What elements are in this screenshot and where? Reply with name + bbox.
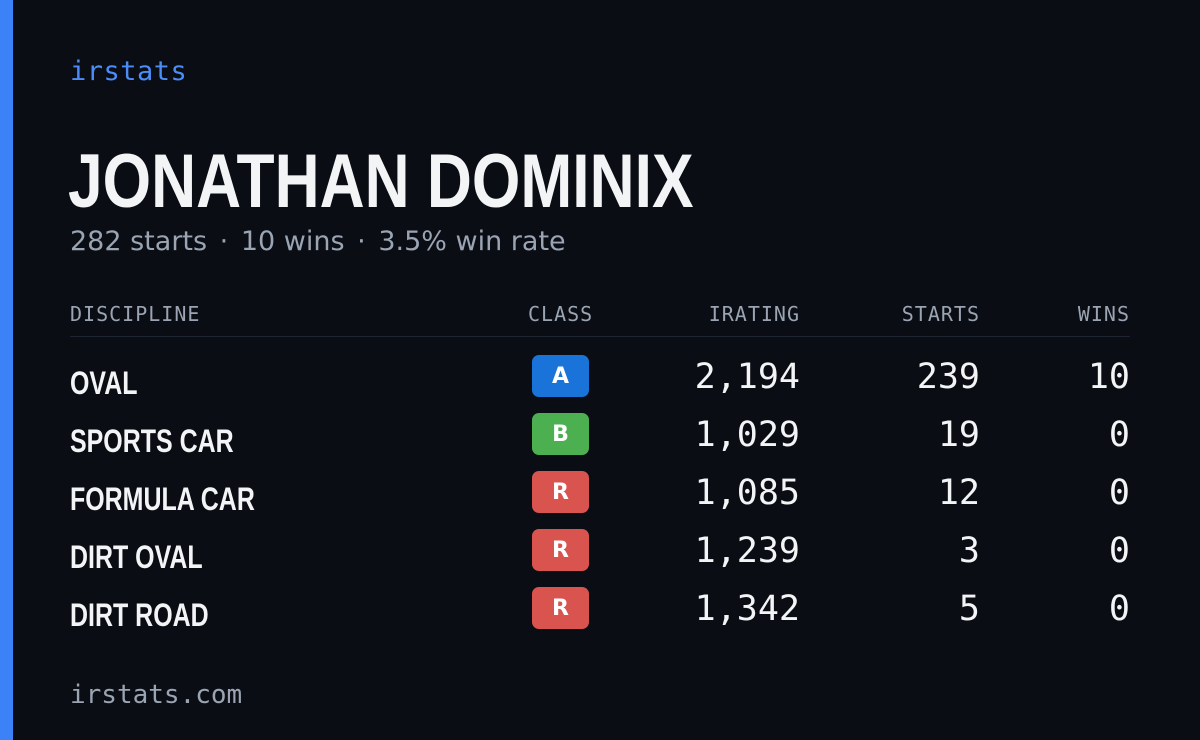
footer-url[interactable]: irstats.com xyxy=(70,680,243,710)
class-badge: A xyxy=(532,355,589,397)
class-badge: B xyxy=(532,413,589,455)
table-row: OVAL A 2,194 239 10 xyxy=(70,353,1130,411)
table-row: DIRT ROAD R 1,342 5 0 xyxy=(70,585,1130,643)
discipline-stats-table: DISCIPLINE CLASS IRATING STARTS WINS OVA… xyxy=(70,296,1130,643)
discipline-name: SPORTS CAR xyxy=(70,423,234,459)
summary-win-rate: 3.5% win rate xyxy=(378,226,566,257)
summary-starts: 282 starts xyxy=(70,226,208,257)
driver-name: JONATHAN DOMINIX xyxy=(68,139,694,224)
starts-value: 3 xyxy=(958,531,980,571)
header-irating: IRATING xyxy=(708,302,800,326)
discipline-name: OVAL xyxy=(70,365,138,401)
table-header: DISCIPLINE CLASS IRATING STARTS WINS xyxy=(70,296,1130,337)
header-class: CLASS xyxy=(528,302,594,326)
irating-value: 2,194 xyxy=(694,357,800,397)
driver-summary: 282 starts · 10 wins · 3.5% win rate xyxy=(70,226,566,257)
discipline-name: FORMULA CAR xyxy=(70,481,255,517)
starts-value: 239 xyxy=(916,357,980,397)
wins-value: 0 xyxy=(1108,589,1130,629)
starts-value: 19 xyxy=(937,415,980,455)
discipline-name: DIRT ROAD xyxy=(70,597,209,633)
summary-separator: · xyxy=(357,226,366,257)
irating-value: 1,029 xyxy=(694,415,800,455)
class-badge: R xyxy=(532,529,589,571)
wins-value: 0 xyxy=(1108,473,1130,513)
discipline-name: DIRT OVAL xyxy=(70,539,203,575)
table-row: SPORTS CAR B 1,029 19 0 xyxy=(70,411,1130,469)
table-row: DIRT OVAL R 1,239 3 0 xyxy=(70,527,1130,585)
irating-value: 1,085 xyxy=(694,473,800,513)
wins-value: 0 xyxy=(1108,531,1130,571)
starts-value: 12 xyxy=(937,473,980,513)
class-badge: R xyxy=(532,587,589,629)
irating-value: 1,239 xyxy=(694,531,800,571)
brand-logo-text[interactable]: irstats xyxy=(70,56,188,87)
wins-value: 0 xyxy=(1108,415,1130,455)
table-row: FORMULA CAR R 1,085 12 0 xyxy=(70,469,1130,527)
header-wins: WINS xyxy=(1077,302,1130,326)
wins-value: 10 xyxy=(1087,357,1130,397)
class-badge: R xyxy=(532,471,589,513)
summary-wins: 10 wins xyxy=(240,226,345,257)
irating-value: 1,342 xyxy=(694,589,800,629)
table-body: OVAL A 2,194 239 10 SPORTS CAR B 1,029 1… xyxy=(70,353,1130,643)
header-discipline: DISCIPLINE xyxy=(70,302,201,326)
header-starts: STARTS xyxy=(901,302,980,326)
starts-value: 5 xyxy=(958,589,980,629)
accent-bar xyxy=(0,0,13,740)
summary-separator: · xyxy=(219,226,229,257)
